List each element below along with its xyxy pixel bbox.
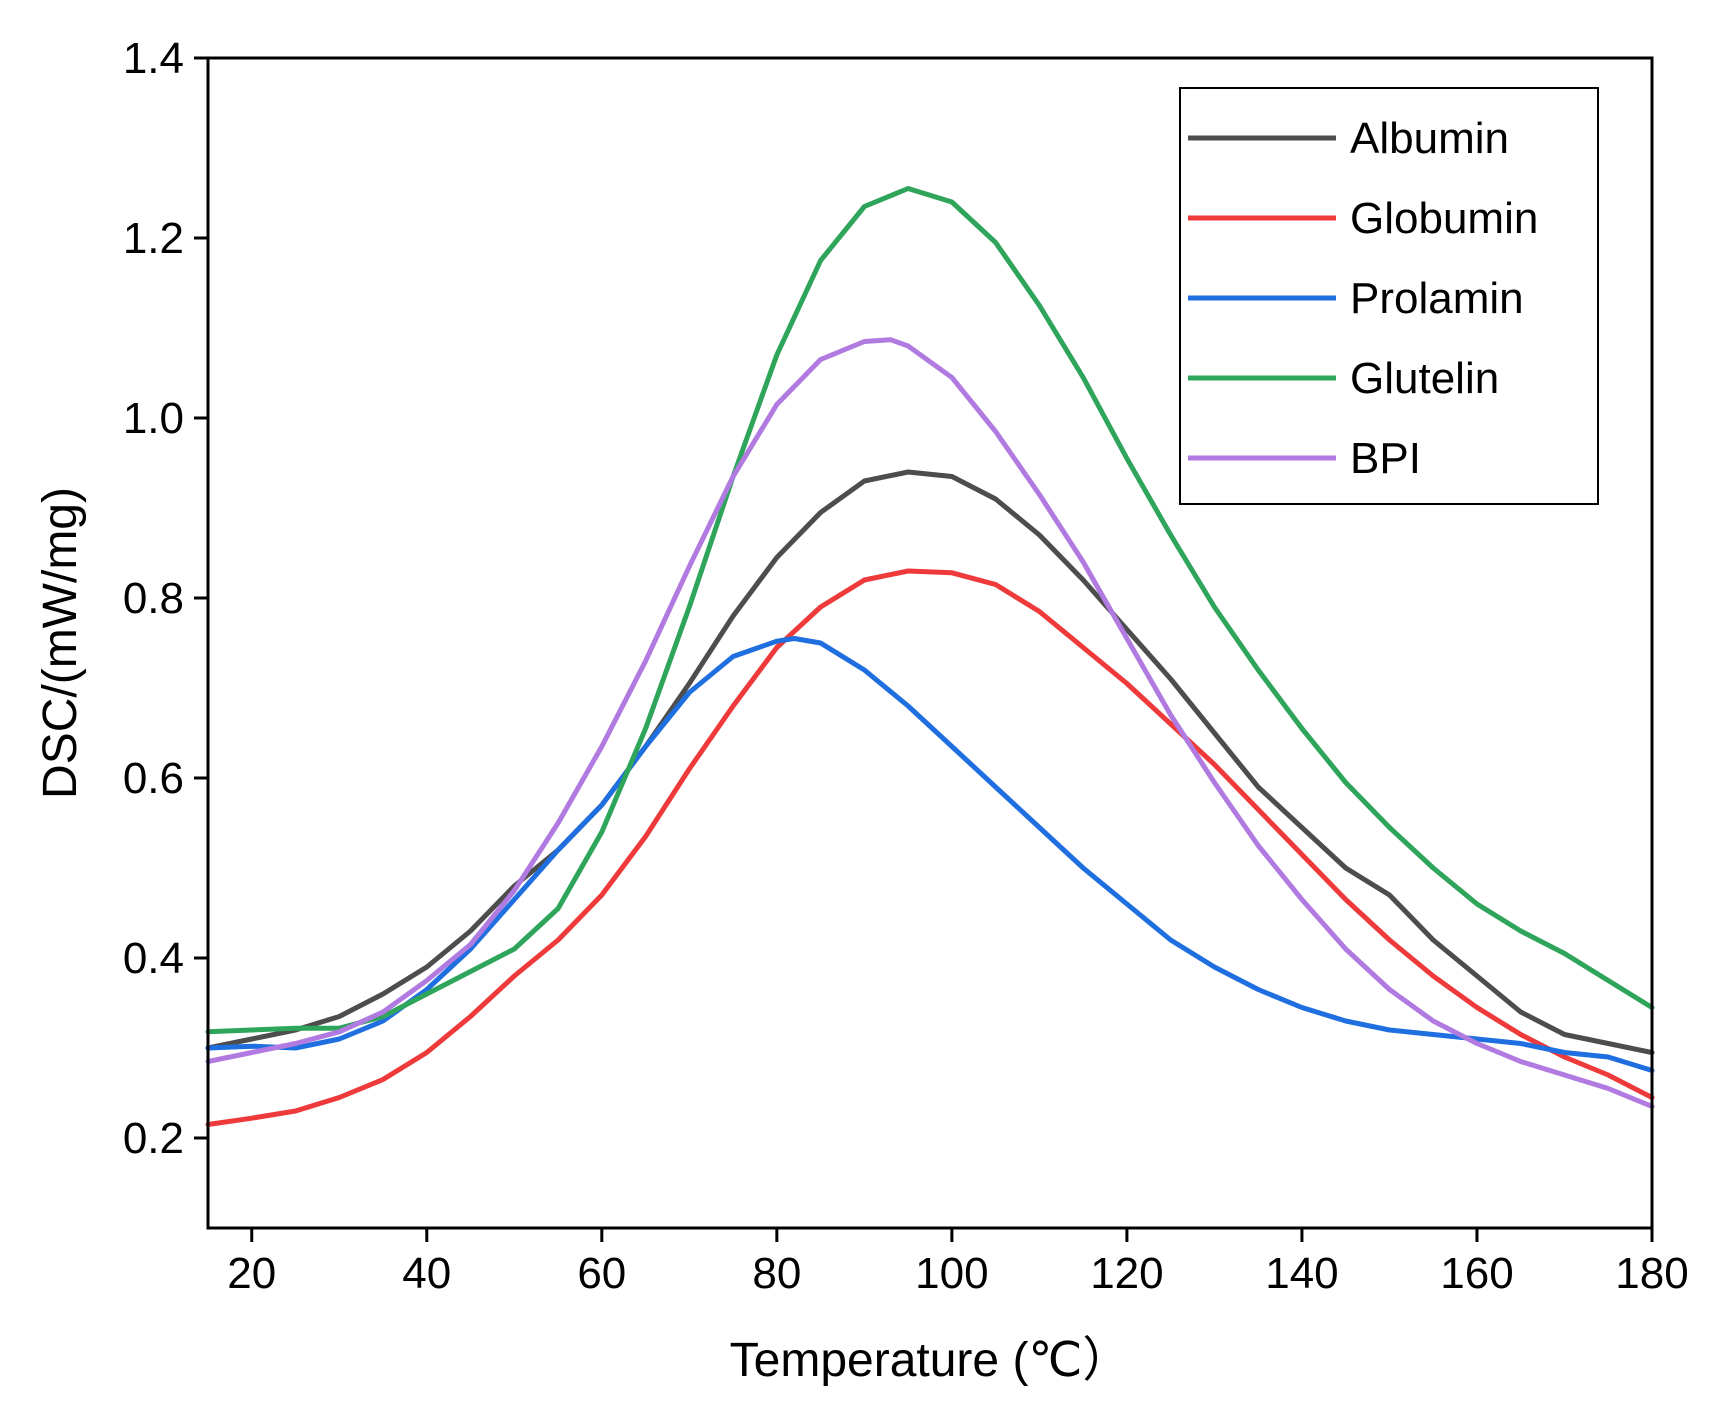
y-tick-label: 1.4 [123, 34, 184, 83]
y-tick-label: 1.2 [123, 214, 184, 263]
x-tick-label: 100 [915, 1249, 988, 1298]
x-tick-label: 60 [577, 1249, 626, 1298]
y-tick-label: 0.2 [123, 1114, 184, 1163]
series-line-globumin [205, 568, 1655, 1127]
series-line-glutelin [205, 186, 1655, 1035]
y-tick-label: 0.4 [123, 934, 184, 983]
x-tick-label: 120 [1090, 1249, 1163, 1298]
y-tick-label: 0.8 [123, 574, 184, 623]
plot-frame [206, 56, 1654, 1230]
y-ticks: 0.2 0.4 0.6 0.8 1.0 1.2 1.4 [123, 34, 208, 1163]
x-tick-label: 80 [752, 1249, 801, 1298]
y-axis-title: DSC/(mW/mg) [34, 487, 87, 799]
series-line-bpi [205, 337, 1655, 1109]
y-tick-label: 1.0 [123, 394, 184, 443]
x-tick-label: 40 [402, 1249, 451, 1298]
y-tick-label: 0.6 [123, 754, 184, 803]
x-tick-label: 180 [1615, 1249, 1688, 1298]
legend-label-prolamin: Prolamin [1350, 274, 1524, 323]
x-tick-label: 140 [1265, 1249, 1338, 1298]
legend-label-albumin: Albumin [1350, 114, 1509, 163]
x-tick-label: 20 [227, 1249, 276, 1298]
x-axis-title: Temperature (℃） [730, 1334, 1131, 1387]
x-ticks: 20 40 60 80 100 120 140 160 180 [227, 1228, 1689, 1298]
series-line-prolamin [205, 636, 1655, 1073]
series-line-albumin [205, 469, 1655, 1055]
legend-label-globumin: Globumin [1350, 194, 1538, 243]
series-layer [205, 186, 1655, 1127]
legend-label-glutelin: Glutelin [1350, 354, 1499, 403]
legend: Albumin Globumin Prolamin Glutelin BPI [1179, 87, 1599, 505]
x-tick-label: 160 [1440, 1249, 1513, 1298]
legend-label-bpi: BPI [1350, 434, 1421, 483]
